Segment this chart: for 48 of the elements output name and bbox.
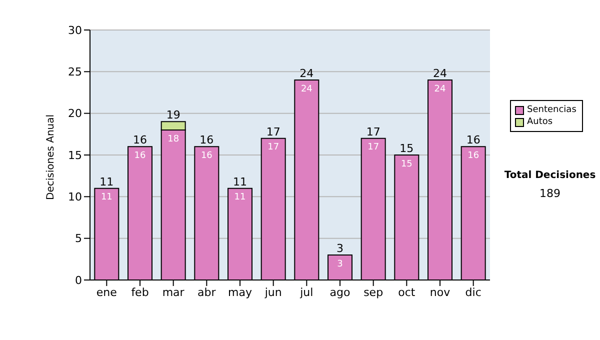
data-label: 16 (134, 151, 146, 162)
y-tick-label: 15 (68, 148, 82, 162)
x-tick-label: may (228, 286, 252, 299)
y-tick-label: 25 (68, 66, 82, 79)
data-label: 11 (234, 192, 246, 203)
x-tick-label: ene (96, 286, 118, 299)
total-label: 11 (100, 175, 114, 188)
x-tick-label: sep (364, 286, 384, 299)
data-label: 18 (168, 134, 180, 144)
data-label: 17 (268, 142, 280, 153)
total-label: 3 (336, 242, 344, 255)
y-tick-label: 20 (68, 107, 82, 120)
text: 189 (538, 187, 562, 200)
data-label: 17 (368, 142, 380, 153)
total-label: 11 (233, 175, 247, 188)
y-tick-label: 0 (75, 274, 82, 287)
data-label: 11 (100, 192, 112, 203)
total-label: 17 (266, 125, 280, 138)
x-tick-label: feb (131, 286, 149, 299)
text: Total Decisiones (503, 170, 597, 181)
total-label: 19 (166, 108, 180, 122)
data-label: 24 (300, 84, 313, 94)
x-tick-label: mar (162, 286, 185, 299)
x-tick-label: jul (299, 286, 314, 299)
total-label: 24 (433, 67, 447, 80)
total-label: 16 (133, 134, 147, 147)
y-tick-label: 5 (75, 232, 82, 246)
legend-label: Sentencias (527, 104, 576, 116)
total-label: 24 (300, 67, 314, 80)
y-tick-label: 10 (68, 190, 82, 204)
x-tick-label: oct (398, 286, 416, 299)
data-label: 16 (200, 151, 213, 162)
total-label: 16 (466, 134, 480, 147)
x-tick-label: dic (465, 286, 482, 299)
total-label: 15 (400, 142, 414, 155)
total-label: 17 (366, 125, 380, 138)
data-label: 16 (468, 151, 480, 162)
legend-label: Autos (527, 116, 553, 128)
data-label: 15 (400, 159, 412, 170)
y-tick-label: 30 (68, 24, 82, 37)
data-label: 3 (337, 259, 343, 270)
x-tick-label: abr (198, 286, 216, 299)
x-tick-label: jun (264, 286, 282, 299)
total-label: 16 (200, 134, 214, 147)
x-tick-label: ago (330, 286, 350, 299)
y-axis-title: Decisiones Anual (46, 114, 57, 200)
data-label: 24 (434, 84, 446, 94)
x-tick-label: nov (430, 286, 451, 299)
